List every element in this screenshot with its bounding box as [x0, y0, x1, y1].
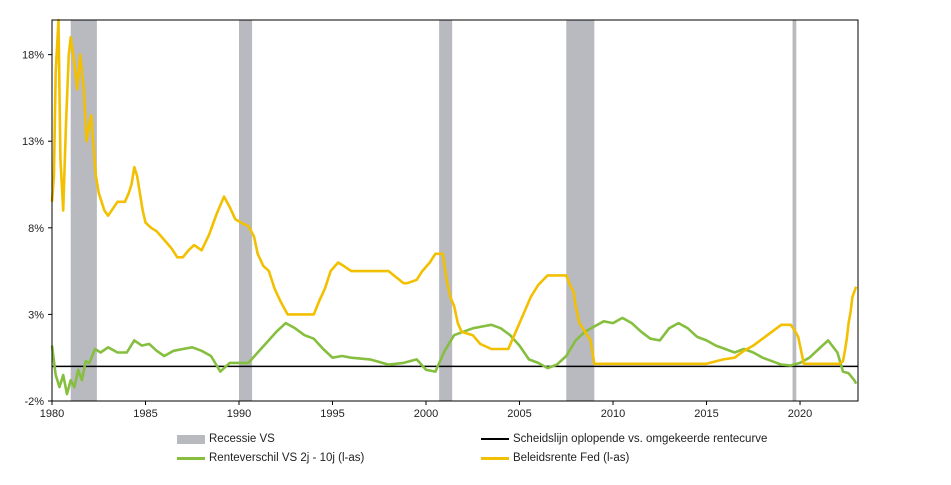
x-tick-label: 1980: [40, 408, 64, 420]
recession-band-1: [239, 20, 253, 401]
y-tick-label: 18%: [22, 50, 44, 62]
axes: [51, 19, 859, 402]
x-tick-label: 1995: [320, 408, 344, 420]
x-tick-label: 2015: [694, 408, 718, 420]
x-tick-label: 1990: [227, 408, 251, 420]
spread-line: [50, 316, 858, 396]
x-tick-label: 2000: [414, 408, 438, 420]
series-lines: [50, 18, 858, 396]
recession-band-4: [792, 20, 797, 401]
tick-labels: 1980 1985 1990 1995 2000 2005 2010 2015 2020 -2% 3…: [22, 50, 812, 420]
y-tick-label: 13%: [22, 136, 44, 148]
y-tick-label: 3%: [28, 309, 44, 321]
x-tick-label: 2005: [507, 408, 531, 420]
fed-rate-line: [50, 18, 858, 366]
recession-bands: [70, 20, 797, 401]
y-tick-label: 8%: [28, 223, 44, 235]
x-tick-label: 2020: [788, 408, 812, 420]
plot-frame: [51, 19, 859, 402]
x-tick-label: 2010: [601, 408, 625, 420]
x-tick-label: 1985: [133, 408, 157, 420]
y-tick-label: -2%: [24, 396, 44, 408]
recession-band-2: [439, 20, 453, 401]
